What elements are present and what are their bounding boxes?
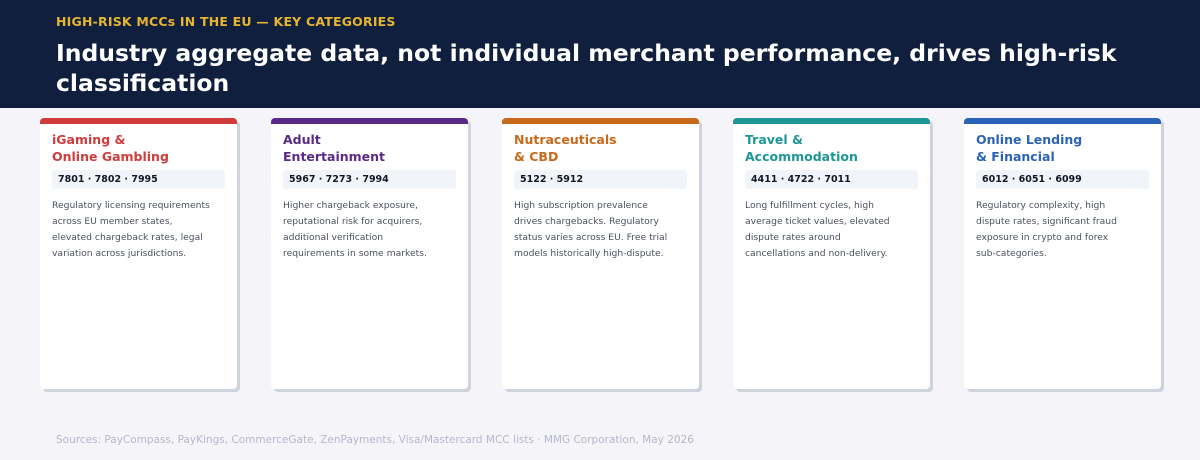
description-line: elevated chargeback rates, legal xyxy=(52,232,203,243)
description-line: cancellations and non-delivery. xyxy=(745,248,888,259)
description-line: High subscription prevalence xyxy=(514,200,648,211)
mcc-codes: 6012 · 6051 · 6099 xyxy=(976,170,1149,189)
description-line: Higher chargeback exposure, xyxy=(283,200,418,211)
description-line: status varies across EU. Free trial xyxy=(514,232,668,243)
description-line: reputational risk for acquirers, xyxy=(283,216,423,227)
card-accent-bar xyxy=(964,118,1161,124)
card-adult-entertainment: Adult Entertainment 5967 · 7273 · 7994 H… xyxy=(271,118,468,389)
description-line: average ticket values, elevated xyxy=(745,216,890,227)
card-description: Regulatory licensing requirements across… xyxy=(52,198,230,262)
card-igaming: iGaming & Online Gambling 7801 · 7802 · … xyxy=(40,118,237,389)
description-line: dispute rates around xyxy=(745,232,841,243)
card-title-line: & CBD xyxy=(514,149,559,164)
mcc-codes: 5967 · 7273 · 7994 xyxy=(283,170,456,189)
description-line: models historically high-dispute. xyxy=(514,248,664,259)
card-accent-bar xyxy=(502,118,699,124)
card-online-lending: Online Lending & Financial 6012 · 6051 ·… xyxy=(964,118,1161,389)
description-line: sub-categories. xyxy=(976,248,1047,259)
description-line: Regulatory complexity, high xyxy=(976,200,1106,211)
card-title-line: Nutraceuticals xyxy=(514,132,617,147)
description-line: across EU member states, xyxy=(52,216,173,227)
description-line: dispute rates, significant fraud xyxy=(976,216,1117,227)
card-title-line: Accommodation xyxy=(745,149,858,164)
card-title-line: iGaming & xyxy=(52,132,126,147)
card-title: iGaming & Online Gambling xyxy=(52,131,227,165)
header-banner: HIGH-RISK MCCs IN THE EU — KEY CATEGORIE… xyxy=(0,0,1200,108)
card-description: Regulatory complexity, high dispute rate… xyxy=(976,198,1154,262)
page-title: Industry aggregate data, not individual … xyxy=(56,39,1117,97)
mcc-codes: 5122 · 5912 xyxy=(514,170,687,189)
card-title-line: Adult xyxy=(283,132,321,147)
card-title-line: Travel & xyxy=(745,132,803,147)
card-accent-bar xyxy=(40,118,237,124)
mcc-codes: 7801 · 7802 · 7995 xyxy=(52,170,225,189)
mcc-codes: 4411 · 4722 · 7011 xyxy=(745,170,918,189)
card-travel: Travel & Accommodation 4411 · 4722 · 701… xyxy=(733,118,930,389)
card-title: Adult Entertainment xyxy=(283,131,458,165)
description-line: drives chargebacks. Regulatory xyxy=(514,216,659,227)
description-line: variation across jurisdictions. xyxy=(52,248,187,259)
card-title: Travel & Accommodation xyxy=(745,131,920,165)
description-line: requirements in some markets. xyxy=(283,248,427,259)
card-title-line: Online Lending xyxy=(976,132,1083,147)
description-line: additional verification xyxy=(283,232,384,243)
card-nutraceuticals: Nutraceuticals & CBD 5122 · 5912 High su… xyxy=(502,118,699,389)
card-description: Long fulfillment cycles, high average ti… xyxy=(745,198,923,262)
description-line: Long fulfillment cycles, high xyxy=(745,200,875,211)
card-accent-bar xyxy=(733,118,930,124)
card-description: Higher chargeback exposure, reputational… xyxy=(283,198,461,262)
card-title: Nutraceuticals & CBD xyxy=(514,131,689,165)
description-line: Regulatory licensing requirements xyxy=(52,200,210,211)
description-line: exposure in crypto and forex xyxy=(976,232,1109,243)
card-title-line: Entertainment xyxy=(283,149,386,164)
sources-footer: Sources: PayCompass, PayKings, CommerceG… xyxy=(56,434,694,446)
card-description: High subscription prevalence drives char… xyxy=(514,198,692,262)
category-cards: iGaming & Online Gambling 7801 · 7802 · … xyxy=(40,118,1164,392)
card-title-line: & Financial xyxy=(976,149,1055,164)
kicker-label: HIGH-RISK MCCs IN THE EU — KEY CATEGORIE… xyxy=(56,14,396,29)
card-accent-bar xyxy=(271,118,468,124)
card-title-line: Online Gambling xyxy=(52,149,169,164)
card-title: Online Lending & Financial xyxy=(976,131,1151,165)
